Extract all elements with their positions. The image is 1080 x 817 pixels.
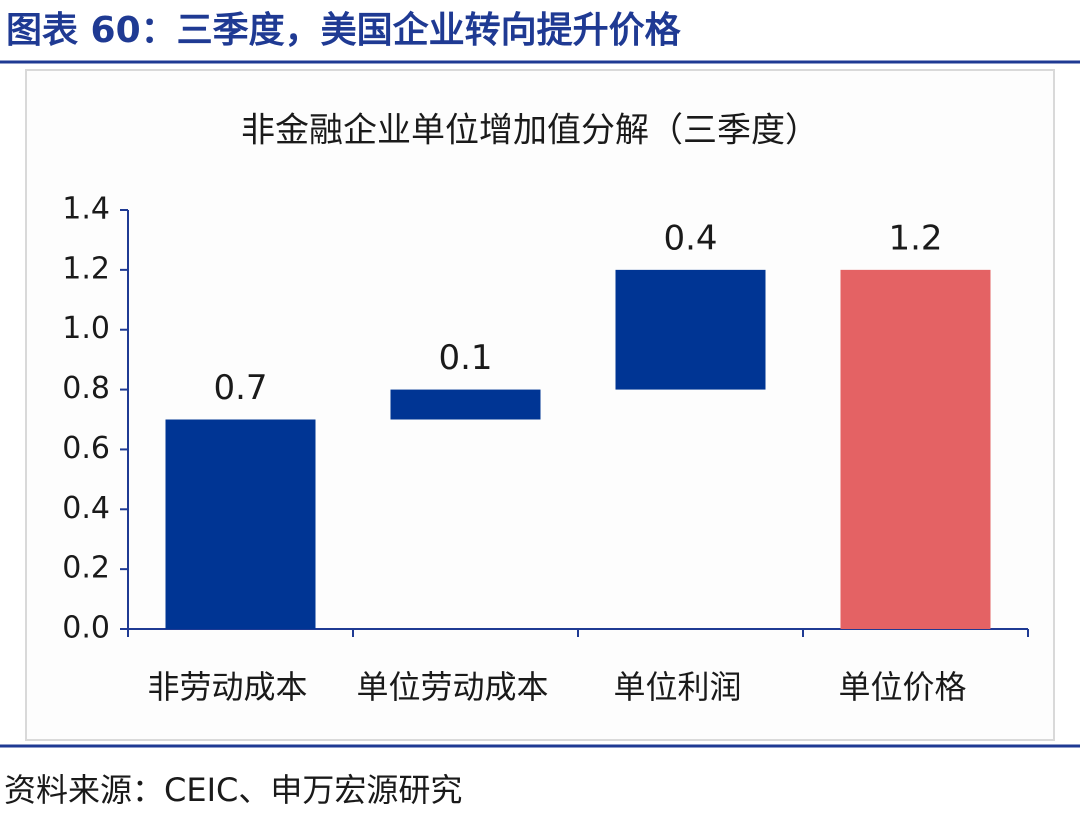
y-tick-label: 0.2 — [62, 551, 110, 586]
page-title: 图表 60：三季度，美国企业转向提升价格 — [6, 9, 682, 51]
x-tick-label: 单位劳动成本 — [356, 668, 548, 706]
value-label: 1.2 — [888, 218, 942, 258]
bar — [615, 269, 766, 390]
y-tick-label: 0.4 — [62, 491, 110, 526]
value-label: 0.4 — [663, 218, 717, 258]
x-tick-label: 单位价格 — [838, 668, 966, 706]
x-tick-label: 非劳动成本 — [147, 668, 307, 706]
y-tick-label: 0.8 — [62, 371, 110, 406]
bar — [165, 419, 316, 629]
value-label: 0.7 — [213, 368, 267, 408]
y-tick-label: 0.0 — [62, 611, 110, 646]
y-tick-label: 0.6 — [62, 431, 110, 466]
value-label: 0.1 — [438, 338, 492, 378]
source: 资料来源：CEIC、申万宏源研究 — [4, 771, 462, 809]
x-tick-label: 单位利润 — [613, 668, 741, 706]
chart-title: 非金融企业单位增加值分解（三季度） — [241, 111, 819, 151]
y-tick-label: 1.2 — [62, 251, 110, 286]
bar — [390, 389, 541, 420]
y-tick-label: 1.0 — [62, 311, 110, 346]
y-tick-label: 1.4 — [62, 192, 110, 227]
bar — [840, 269, 991, 629]
